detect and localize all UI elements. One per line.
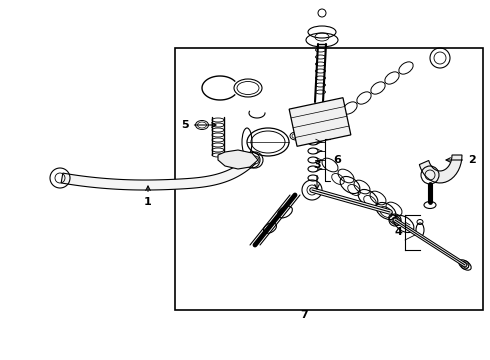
Text: 2: 2 (446, 155, 476, 165)
Text: 1: 1 (144, 186, 152, 207)
Text: 5: 5 (181, 120, 216, 130)
Text: 4: 4 (394, 227, 402, 237)
Polygon shape (61, 156, 255, 190)
Polygon shape (218, 150, 258, 169)
Polygon shape (419, 155, 462, 183)
Text: 3: 3 (313, 160, 321, 189)
Bar (175, 48, 483, 310)
Polygon shape (289, 98, 351, 146)
Text: 7: 7 (300, 310, 308, 320)
Text: 6: 6 (333, 155, 341, 165)
